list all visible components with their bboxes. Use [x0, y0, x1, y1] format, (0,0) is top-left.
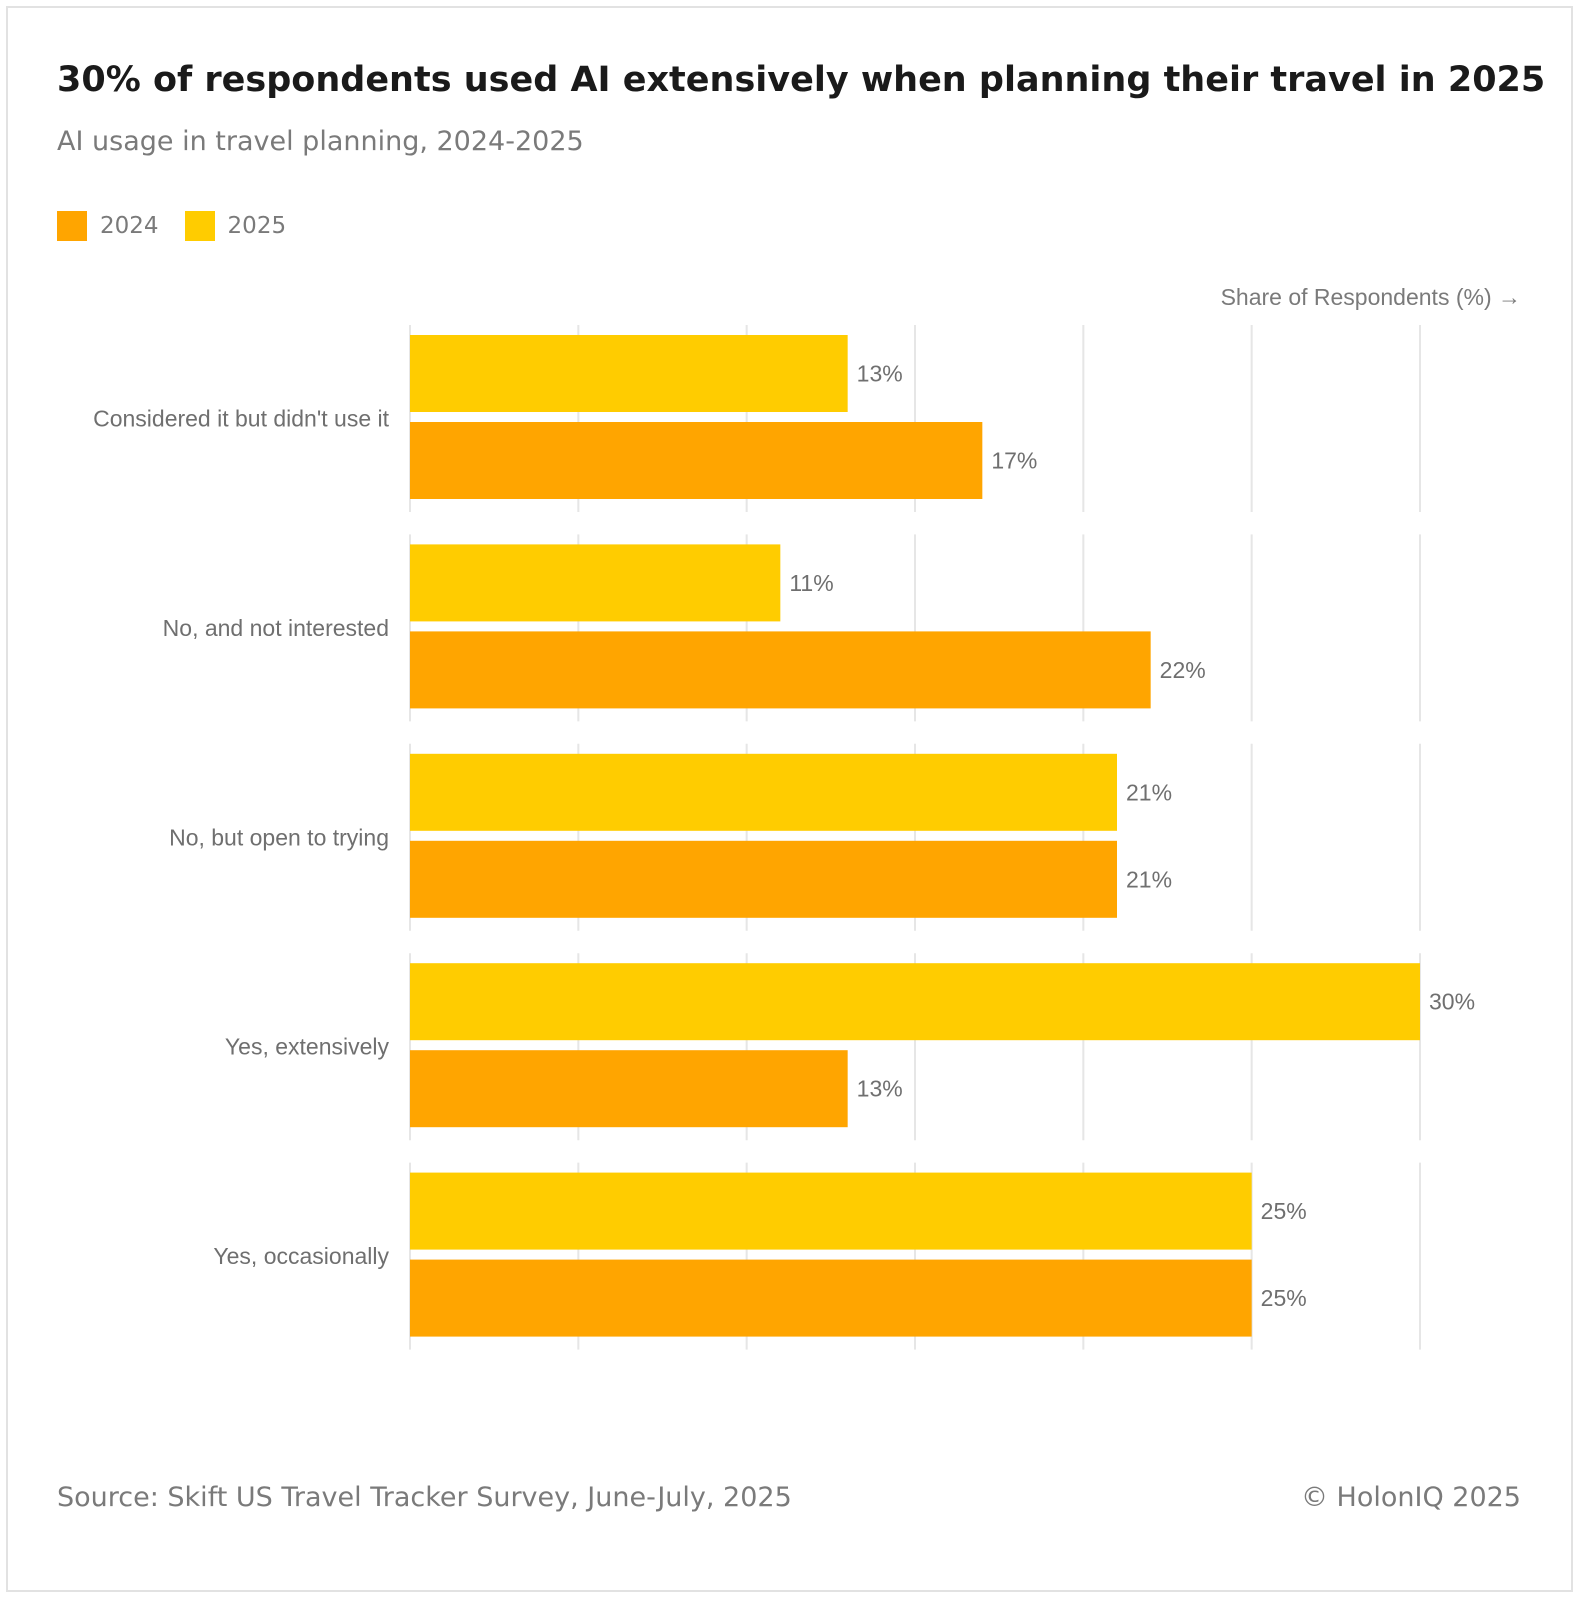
data-label: 30%	[1429, 989, 1475, 1015]
copyright-note: © HolonIQ 2025	[1300, 1482, 1521, 1513]
bar-2025	[410, 963, 1420, 1041]
chart-title: 30% of respondents used AI extensively w…	[57, 60, 1546, 100]
data-label: 25%	[1261, 1285, 1307, 1311]
bar-2025	[410, 1172, 1252, 1250]
source-note: Source: Skift US Travel Tracker Survey, …	[57, 1482, 792, 1513]
data-label: 22%	[1160, 657, 1206, 683]
category-label: Yes, extensively	[225, 1034, 390, 1060]
data-label: 13%	[857, 361, 903, 387]
x-axis-label: Share of Respondents (%) →	[1220, 284, 1521, 310]
data-label: 21%	[1126, 779, 1172, 805]
bar-2024	[410, 840, 1117, 918]
bar-2024	[410, 631, 1151, 709]
legend-item-2024[interactable]: 2024	[57, 211, 159, 241]
bar-2025	[410, 544, 781, 622]
data-label: 13%	[857, 1076, 903, 1102]
chart-subtitle: AI usage in travel planning, 2024-2025	[57, 126, 584, 157]
category-label: Yes, occasionally	[213, 1243, 389, 1269]
data-label: 17%	[991, 448, 1037, 474]
category-label: No, but open to trying	[169, 824, 389, 850]
legend-swatch-2024	[57, 211, 87, 241]
legend-swatch-2025	[184, 211, 215, 241]
data-label: 21%	[1126, 866, 1172, 892]
bar-2025	[410, 335, 848, 412]
bar-2024	[410, 1050, 848, 1128]
data-label: 25%	[1261, 1198, 1307, 1224]
bar-2024	[410, 422, 983, 499]
bar-2024	[410, 1259, 1252, 1337]
category-label: Considered it but didn't use it	[93, 406, 390, 432]
data-label: 11%	[789, 570, 833, 596]
legend-item-2025[interactable]: 2025	[184, 211, 287, 241]
legend-label-2024: 2024	[100, 213, 159, 239]
legend: 2024 2025	[57, 211, 312, 241]
category-label: No, and not interested	[163, 615, 389, 641]
legend-label-2025: 2025	[227, 213, 287, 239]
bar-2025	[410, 753, 1117, 831]
